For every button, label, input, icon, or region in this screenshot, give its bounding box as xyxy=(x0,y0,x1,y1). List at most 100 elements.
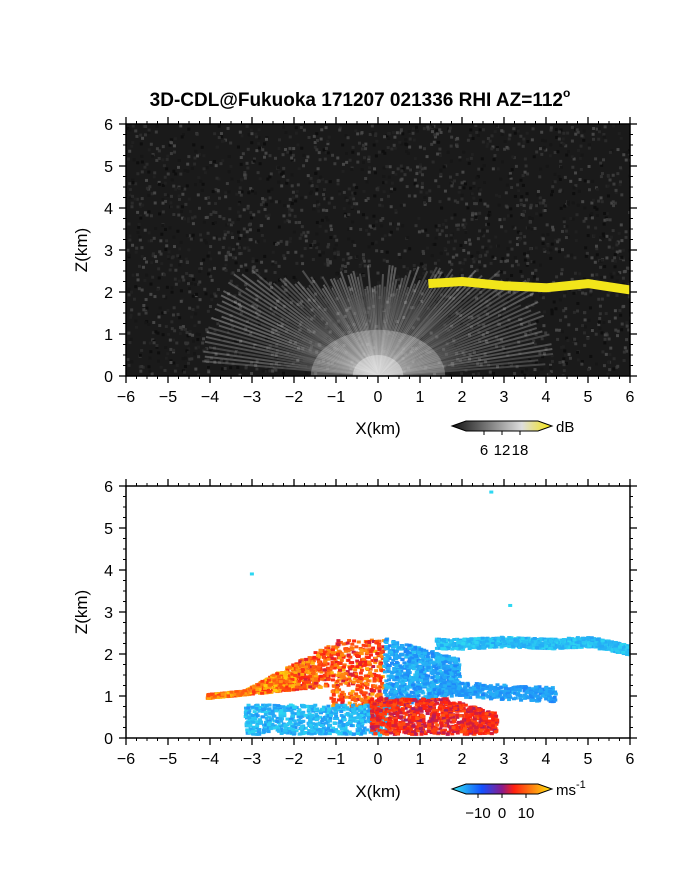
noise-speck xyxy=(179,325,183,329)
noise-speck xyxy=(163,193,167,197)
noise-speck xyxy=(178,263,182,267)
noise-speck xyxy=(594,157,598,161)
noise-speck xyxy=(532,339,536,343)
noise-speck xyxy=(375,220,379,224)
noise-speck xyxy=(218,214,222,218)
noise-speck xyxy=(554,238,558,242)
noise-speck xyxy=(240,178,244,182)
noise-speck xyxy=(164,345,168,349)
noise-speck xyxy=(137,223,141,227)
noise-speck xyxy=(498,194,502,198)
velocity-cell xyxy=(279,685,284,689)
velocity-cell xyxy=(281,679,286,683)
velocity-cell xyxy=(326,704,331,708)
noise-speck xyxy=(147,322,151,326)
noise-speck xyxy=(387,332,391,336)
noise-speck xyxy=(215,145,219,149)
noise-speck xyxy=(238,186,242,190)
noise-speck xyxy=(249,187,253,191)
noise-speck xyxy=(380,198,384,202)
noise-speck xyxy=(416,303,420,307)
velocity-cell xyxy=(309,668,314,672)
noise-speck xyxy=(298,236,302,240)
noise-speck xyxy=(623,151,627,155)
noise-speck xyxy=(483,202,487,206)
noise-speck xyxy=(458,261,462,265)
noise-speck xyxy=(288,213,292,217)
noise-speck xyxy=(263,277,267,281)
noise-speck xyxy=(564,229,568,233)
noise-speck xyxy=(233,339,237,343)
noise-speck xyxy=(404,138,408,142)
noise-speck xyxy=(571,289,575,293)
noise-speck xyxy=(533,342,537,346)
noise-speck xyxy=(324,215,328,219)
noise-speck xyxy=(209,163,213,167)
noise-speck xyxy=(443,189,447,193)
noise-speck xyxy=(493,130,497,134)
noise-speck xyxy=(284,130,288,134)
noise-speck xyxy=(531,303,535,307)
noise-speck xyxy=(176,254,180,258)
noise-speck xyxy=(263,198,267,202)
velocity-cell xyxy=(352,677,357,681)
noise-speck xyxy=(349,256,353,260)
noise-speck xyxy=(197,206,201,210)
velocity-cell xyxy=(323,707,328,711)
noise-speck xyxy=(607,320,611,324)
noise-speck xyxy=(254,345,258,349)
noise-speck xyxy=(170,327,174,331)
noise-speck xyxy=(329,228,333,232)
velocity-cell xyxy=(363,644,368,648)
noise-speck xyxy=(374,132,378,136)
noise-speck xyxy=(175,341,179,345)
velocity-cell xyxy=(315,728,320,732)
noise-speck xyxy=(367,264,371,268)
velocity-cell xyxy=(291,663,296,667)
noise-speck xyxy=(344,350,348,354)
noise-speck xyxy=(587,188,591,192)
noise-speck xyxy=(352,322,356,326)
noise-speck xyxy=(319,334,323,338)
noise-speck xyxy=(172,169,176,173)
noise-speck xyxy=(299,302,303,306)
noise-speck xyxy=(163,368,167,372)
noise-speck xyxy=(621,248,625,252)
noise-speck xyxy=(362,292,366,296)
noise-speck xyxy=(519,178,523,182)
noise-speck xyxy=(169,359,173,363)
noise-speck xyxy=(138,238,142,242)
velocity-cell xyxy=(250,705,255,709)
noise-speck xyxy=(575,327,579,331)
velocity-cell xyxy=(261,703,266,707)
noise-speck xyxy=(252,213,256,217)
velocity-cell xyxy=(355,659,360,663)
velocity-cell xyxy=(368,653,373,657)
noise-speck xyxy=(558,328,562,332)
noise-speck xyxy=(383,234,387,238)
noise-speck xyxy=(308,191,312,195)
velocity-cell xyxy=(348,655,353,659)
velocity-cell xyxy=(298,686,303,690)
noise-speck xyxy=(558,189,562,193)
velocity-cell xyxy=(363,700,368,704)
noise-speck xyxy=(318,253,322,257)
noise-speck xyxy=(489,245,493,249)
noise-speck xyxy=(485,250,489,254)
noise-speck xyxy=(355,255,359,259)
noise-speck xyxy=(247,191,251,195)
velocity-cell xyxy=(381,645,386,649)
echo-beam xyxy=(297,281,379,376)
noise-speck xyxy=(159,252,163,256)
velocity-cell xyxy=(355,684,360,688)
noise-speck xyxy=(172,184,176,188)
noise-speck xyxy=(611,173,615,177)
noise-speck xyxy=(158,250,162,254)
noise-speck xyxy=(484,223,488,227)
noise-speck xyxy=(333,251,337,255)
noise-speck xyxy=(311,257,315,261)
x-tick-label: −1 xyxy=(327,389,345,406)
noise-speck xyxy=(277,138,281,142)
noise-speck xyxy=(213,132,217,136)
noise-speck xyxy=(250,141,254,145)
